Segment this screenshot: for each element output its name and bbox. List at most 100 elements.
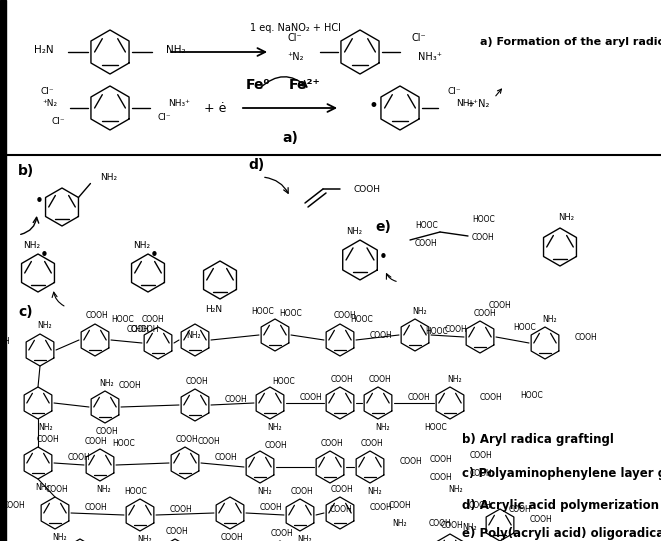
Text: COOH: COOH (260, 504, 283, 512)
Text: COOH: COOH (166, 526, 188, 536)
Text: Cl⁻: Cl⁻ (412, 33, 426, 43)
Text: COOH: COOH (428, 518, 451, 527)
Text: NH₂: NH₂ (268, 423, 282, 432)
Text: COOH: COOH (389, 500, 411, 510)
Text: •: • (34, 195, 44, 209)
Text: HOOC: HOOC (514, 322, 536, 332)
Text: 1 eq. NaNO₂ + HCl: 1 eq. NaNO₂ + HCl (250, 23, 340, 33)
Text: COOH: COOH (36, 434, 59, 444)
Text: HOOC: HOOC (272, 377, 295, 386)
Text: c) Polyaminophenylene layer growth: c) Polyaminophenylene layer growth (462, 466, 661, 479)
Text: COOH: COOH (575, 333, 598, 342)
Text: COOH: COOH (330, 374, 354, 384)
Text: NH₃⁺: NH₃⁺ (418, 52, 442, 62)
Text: COOH: COOH (46, 485, 68, 493)
Text: COOH: COOH (430, 472, 453, 481)
Text: H₂N: H₂N (206, 305, 223, 313)
Text: HOOC: HOOC (520, 391, 543, 399)
Text: NH₂: NH₂ (463, 523, 477, 531)
Text: COOH: COOH (488, 301, 512, 311)
Text: NH₂: NH₂ (137, 535, 152, 541)
Text: HOOC: HOOC (472, 215, 494, 225)
Text: CHDOH: CHDOH (131, 325, 159, 333)
Text: HOOC: HOOC (425, 327, 448, 335)
Text: NH₂: NH₂ (412, 307, 427, 315)
Text: COOH: COOH (470, 451, 492, 459)
Text: NH₂: NH₂ (36, 483, 50, 492)
Text: b): b) (18, 164, 34, 178)
Text: COOH: COOH (353, 184, 380, 194)
Text: COOH: COOH (370, 331, 393, 340)
Text: COOH: COOH (215, 453, 238, 463)
Text: Cl⁻: Cl⁻ (51, 117, 65, 127)
Text: NH₂: NH₂ (449, 485, 463, 494)
Text: NH₂: NH₂ (186, 331, 201, 340)
Text: COOH: COOH (430, 456, 453, 465)
Text: COOH: COOH (264, 440, 288, 450)
Text: NH₂: NH₂ (100, 379, 114, 387)
Text: COOH: COOH (400, 458, 423, 466)
Text: COOH: COOH (96, 426, 118, 436)
Text: H₂N: H₂N (34, 45, 54, 55)
Text: •: • (379, 249, 387, 265)
Text: COOH: COOH (270, 529, 293, 538)
Text: NH₂: NH₂ (543, 314, 557, 324)
Text: NH₂: NH₂ (375, 423, 390, 432)
Text: NH₂: NH₂ (97, 485, 111, 493)
Text: NH₃⁺: NH₃⁺ (456, 100, 478, 109)
Text: b) Aryl radica graftingl: b) Aryl radica graftingl (462, 433, 614, 446)
Text: •: • (39, 248, 48, 263)
Text: NH₂: NH₂ (53, 532, 67, 541)
Text: NH₂: NH₂ (134, 241, 151, 250)
Text: •: • (149, 248, 158, 263)
Text: COOH: COOH (469, 500, 491, 510)
Text: COOH: COOH (176, 434, 198, 444)
Text: HOOC: HOOC (415, 221, 438, 230)
Text: COOH: COOH (0, 338, 10, 346)
Text: NH₂: NH₂ (38, 321, 52, 331)
Text: NH₂: NH₂ (297, 535, 312, 541)
Text: COOH: COOH (530, 516, 553, 525)
Text: NH₃⁺: NH₃⁺ (168, 100, 190, 109)
Text: COOH: COOH (445, 326, 468, 334)
Text: COOH: COOH (291, 486, 313, 496)
Text: HOOC: HOOC (350, 314, 373, 324)
Text: COOH: COOH (170, 505, 193, 514)
Text: COOH: COOH (408, 393, 431, 403)
Text: COOH: COOH (369, 374, 391, 384)
Text: COOH: COOH (330, 505, 353, 514)
Text: COOH: COOH (118, 380, 141, 390)
Text: COOH: COOH (370, 504, 393, 512)
Text: HOOC: HOOC (280, 308, 302, 318)
Text: COOH: COOH (472, 234, 494, 242)
Text: a): a) (282, 131, 298, 145)
Text: COOH: COOH (361, 439, 383, 447)
Text: COOH: COOH (127, 326, 150, 334)
Text: e): e) (375, 220, 391, 234)
Text: COOH: COOH (474, 308, 496, 318)
Text: HOOC: HOOC (252, 307, 274, 315)
Text: COOH: COOH (141, 314, 165, 324)
Bar (0, 0, 6, 541)
Text: COOH: COOH (86, 312, 108, 320)
Text: Cl⁻: Cl⁻ (448, 87, 461, 96)
Text: a) Formation of the aryl radical: a) Formation of the aryl radical (480, 37, 661, 47)
Text: COOH: COOH (300, 393, 323, 403)
Text: COOH: COOH (321, 439, 343, 447)
Text: COOH: COOH (2, 500, 25, 510)
Text: COOH: COOH (470, 469, 492, 478)
Text: d) Acrylic acid polymerization initiatio: d) Acrylic acid polymerization initiatio (462, 499, 661, 512)
Text: Cl⁻: Cl⁻ (158, 114, 172, 122)
Text: NH₂: NH₂ (368, 486, 382, 496)
Text: COOH: COOH (85, 504, 108, 512)
Text: NH₂: NH₂ (39, 423, 54, 432)
Text: + ė: + ė (204, 102, 226, 115)
Text: COOH: COOH (0, 451, 8, 459)
Text: COOH: COOH (186, 377, 208, 386)
Text: NH₂: NH₂ (558, 214, 574, 222)
Text: COOH: COOH (441, 522, 463, 531)
Text: COOH: COOH (85, 437, 107, 445)
Text: ⁺N₂: ⁺N₂ (288, 52, 304, 62)
Text: Cl⁻: Cl⁻ (40, 88, 54, 96)
Text: COOH: COOH (68, 453, 91, 463)
